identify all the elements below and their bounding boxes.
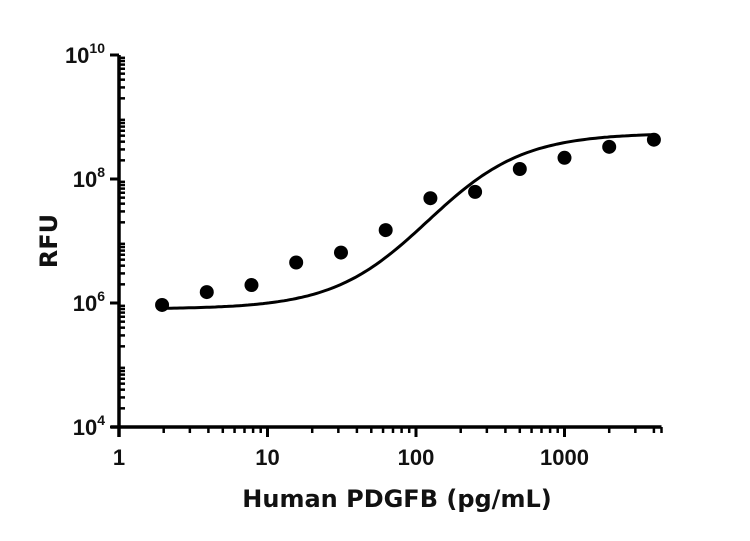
data-point <box>199 285 214 300</box>
data-points <box>155 132 661 312</box>
y-tick-label: 108 <box>73 164 105 192</box>
data-point <box>378 223 393 238</box>
data-point <box>423 191 438 206</box>
data-point <box>333 245 348 260</box>
y-axis-title: RFU <box>35 214 63 268</box>
data-point <box>468 184 483 199</box>
data-point <box>155 297 170 312</box>
data-point <box>557 150 572 165</box>
x-axis-title: Human PDGFB (pg/mL) <box>242 485 551 513</box>
y-tick-label: 1010 <box>65 40 105 68</box>
data-point <box>646 132 661 147</box>
x-tick-label: 100 <box>398 445 435 470</box>
tick-labels: 1 10 100 1000 104 106 108 1010 <box>65 40 589 470</box>
y-tick-label: 104 <box>73 412 105 440</box>
data-point <box>289 255 304 270</box>
data-point <box>244 278 259 293</box>
x-tick-label: 1 <box>113 445 125 470</box>
fit-curve <box>162 133 653 310</box>
y-tick-label: 106 <box>73 288 105 316</box>
x-tick-label: 1000 <box>540 445 589 470</box>
data-point <box>512 161 527 176</box>
x-tick-label: 10 <box>255 445 279 470</box>
data-point <box>602 139 617 154</box>
axes <box>110 53 663 437</box>
